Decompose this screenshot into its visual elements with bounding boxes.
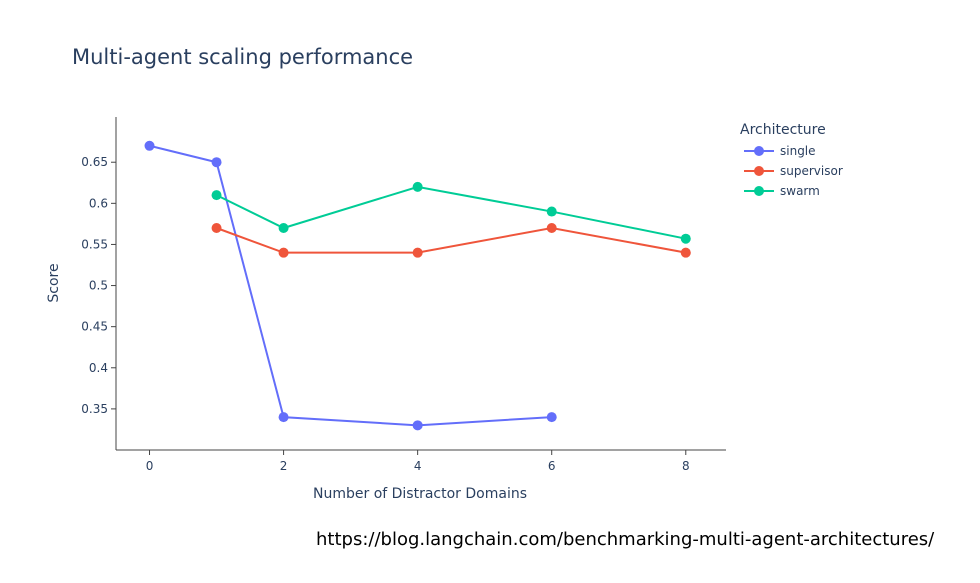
x-axis-label: Number of Distractor Domains — [313, 486, 527, 502]
legend-label: supervisor — [780, 164, 843, 178]
y-tick-label: 0.45 — [81, 320, 108, 334]
legend-label: single — [780, 144, 816, 158]
legend-item-supervisor[interactable]: supervisor — [744, 164, 843, 178]
y-tick-label: 0.4 — [89, 361, 108, 375]
y-tick-label: 0.5 — [89, 279, 108, 293]
data-point-supervisor — [680, 247, 691, 258]
data-point-supervisor — [546, 223, 557, 233]
data-point-single — [546, 412, 557, 423]
x-tick-label: 6 — [548, 459, 556, 473]
x-tick-label: 8 — [682, 459, 690, 473]
data-point-swarm — [680, 233, 691, 244]
data-point-swarm — [278, 223, 289, 233]
legend: Architecture single supervisor swarm — [740, 122, 843, 198]
legend-swatch-marker — [754, 166, 764, 176]
legend-items: single supervisor swarm — [744, 144, 843, 198]
chart-title: Multi-agent scaling performance — [72, 45, 413, 69]
x-tick-label: 4 — [414, 459, 422, 473]
data-point-single — [278, 412, 289, 423]
legend-swatch-marker — [754, 146, 764, 156]
series-line-single — [149, 144, 552, 427]
y-tick-label: 0.6 — [89, 196, 108, 210]
series-single — [144, 140, 557, 431]
x-tick-label: 0 — [146, 459, 154, 473]
data-point-supervisor — [412, 247, 423, 258]
data-point-supervisor — [278, 247, 289, 258]
data-point-supervisor — [211, 223, 222, 233]
data-point-single — [144, 140, 155, 151]
y-axis-label: Score — [46, 263, 62, 302]
legend-title: Architecture — [740, 122, 826, 138]
y-tick-label: 0.55 — [81, 237, 108, 251]
source-url: https://blog.langchain.com/benchmarking-… — [316, 529, 935, 550]
x-tick-label: 2 — [280, 459, 288, 473]
data-point-swarm — [412, 181, 423, 192]
data-point-swarm — [211, 190, 222, 201]
data-point-single — [412, 420, 423, 431]
data-point-single — [211, 157, 222, 168]
x-ticks: 0 2 4 6 8 — [146, 450, 690, 473]
legend-item-single[interactable]: single — [744, 144, 816, 158]
legend-swatch-marker — [754, 186, 764, 196]
legend-label: swarm — [780, 184, 820, 198]
series-swarm — [211, 181, 691, 244]
series-group — [144, 140, 691, 431]
data-point-swarm — [546, 206, 557, 217]
legend-item-swarm[interactable]: swarm — [744, 184, 820, 198]
series-supervisor — [211, 223, 691, 258]
y-tick-label: 0.65 — [81, 155, 108, 169]
y-ticks: 0.35 0.4 0.45 0.5 0.55 0.6 0.65 — [81, 155, 116, 416]
y-tick-label: 0.35 — [81, 402, 108, 416]
